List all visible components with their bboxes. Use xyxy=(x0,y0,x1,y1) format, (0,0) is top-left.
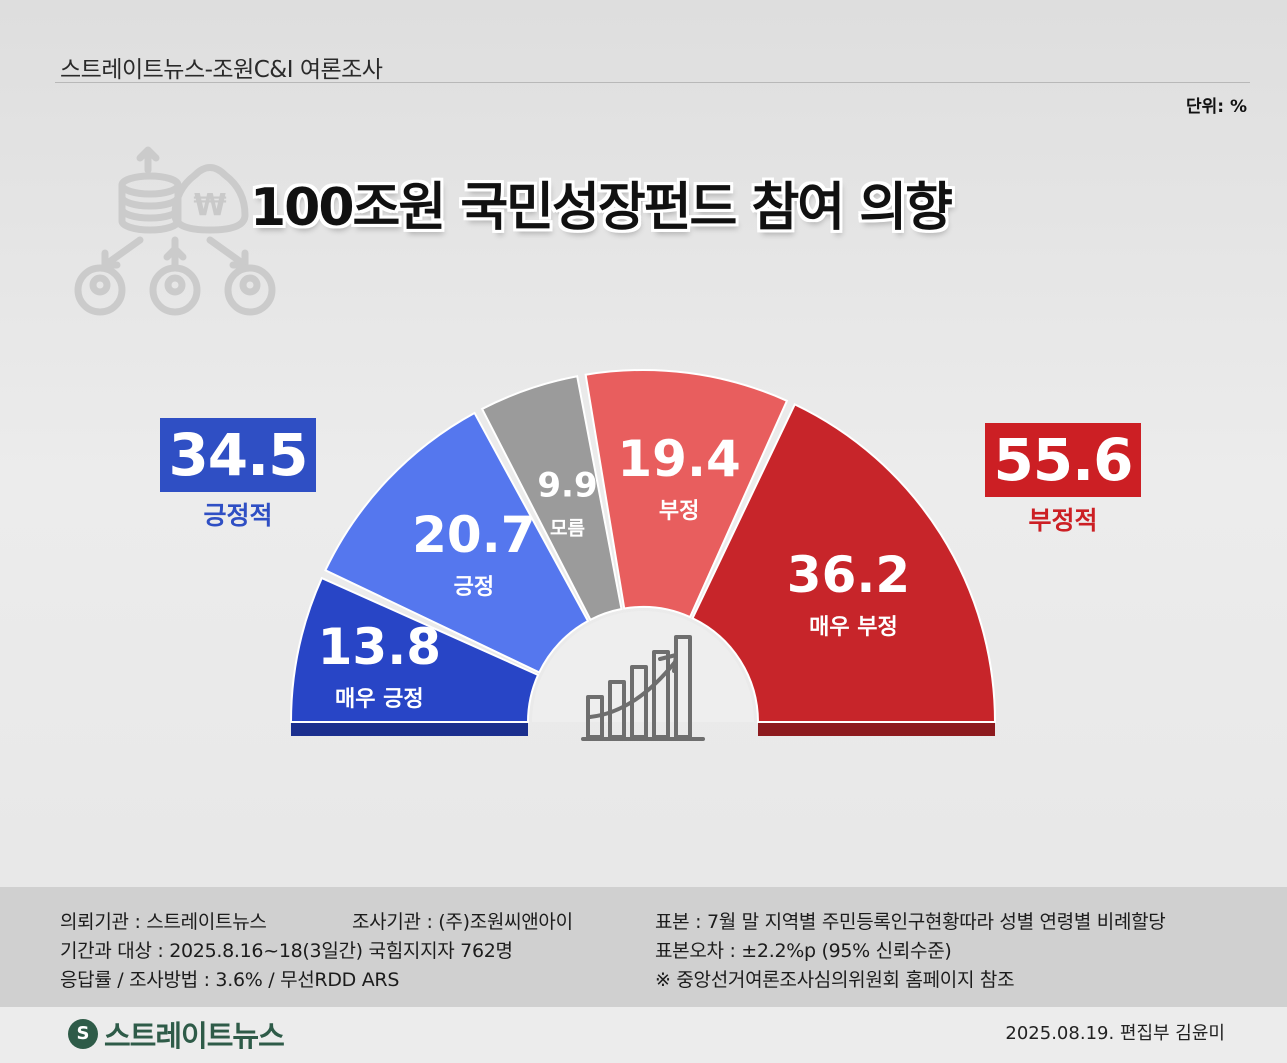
base-right xyxy=(758,722,995,736)
credit-line: 2025.08.19. 편집부 김윤미 xyxy=(1005,1023,1225,1044)
survey-footer: 의뢰기관 : 스트레이트뉴스 조사기관 : (주)조원씨앤아이 기간과 대상 :… xyxy=(0,887,1287,1007)
footer-agency: 조사기관 : (주)조원씨앤아이 xyxy=(352,911,573,933)
segment-2 xyxy=(324,411,590,674)
survey-source-header: 스트레이트뉴스-조원C&I 여론조사 xyxy=(60,57,383,83)
segment-5 xyxy=(691,403,997,723)
unit-label: 단위: % xyxy=(1185,97,1247,117)
header-divider xyxy=(55,82,1250,83)
footer-method: 응답률 / 조사방법 : 3.6% / 무선RDD ARS xyxy=(60,969,400,991)
negative-total-label: 부정적 xyxy=(1028,506,1098,535)
segment-label-3: 모름 xyxy=(550,518,585,540)
positive-total-label: 긍정적 xyxy=(203,501,273,530)
money-investment-icon: ₩ xyxy=(74,146,276,316)
segment-value-4: 19.4 xyxy=(617,430,740,488)
segment-label-1: 매우 긍정 xyxy=(335,687,424,712)
segment-label-2: 긍정 xyxy=(454,575,494,600)
segment-value-3: 9.9 xyxy=(537,466,597,506)
base-left xyxy=(291,722,528,736)
segment-label-4: 부정 xyxy=(659,499,699,524)
chart-title: 100조원 국민성장펀드 참여 의향 xyxy=(250,178,953,238)
segment-label-5: 매우 부정 xyxy=(809,615,898,640)
negative-total-value: 55.6 xyxy=(985,423,1141,497)
segment-3 xyxy=(480,375,623,622)
negative-total: 55.6 부정적 xyxy=(983,423,1143,537)
segment-1 xyxy=(289,576,540,723)
footer-sample: 표본 : 7월 말 지역별 주민등록인구현황따라 성별 연령별 비례할당 xyxy=(655,911,1166,933)
segment-value-5: 36.2 xyxy=(787,546,910,604)
logo-mark-icon: S xyxy=(68,1019,98,1049)
footer-note: ※ 중앙선거여론조사심의위원회 홈페이지 참조 xyxy=(655,969,1015,991)
logo-text: 스트레이트뉴스 xyxy=(104,1019,285,1053)
footer-error: 표본오차 : ±2.2%p (95% 신뢰수준) xyxy=(655,940,952,962)
segment-value-2: 20.7 xyxy=(412,506,535,564)
segment-value-1: 13.8 xyxy=(318,618,441,676)
bottom-bar xyxy=(0,1007,1287,1063)
positive-total: 34.5 긍정적 xyxy=(158,418,318,532)
growth-chart-icon xyxy=(581,635,705,741)
positive-total-value: 34.5 xyxy=(160,418,316,492)
footer-client: 의뢰기관 : 스트레이트뉴스 xyxy=(60,911,267,933)
segment-4 xyxy=(584,369,789,619)
svg-text:₩: ₩ xyxy=(193,188,226,223)
brand-logo: S 스트레이트뉴스 xyxy=(68,1013,285,1055)
footer-period: 기간과 대상 : 2025.8.16~18(3일간) 국힘지지자 762명 xyxy=(60,940,513,962)
